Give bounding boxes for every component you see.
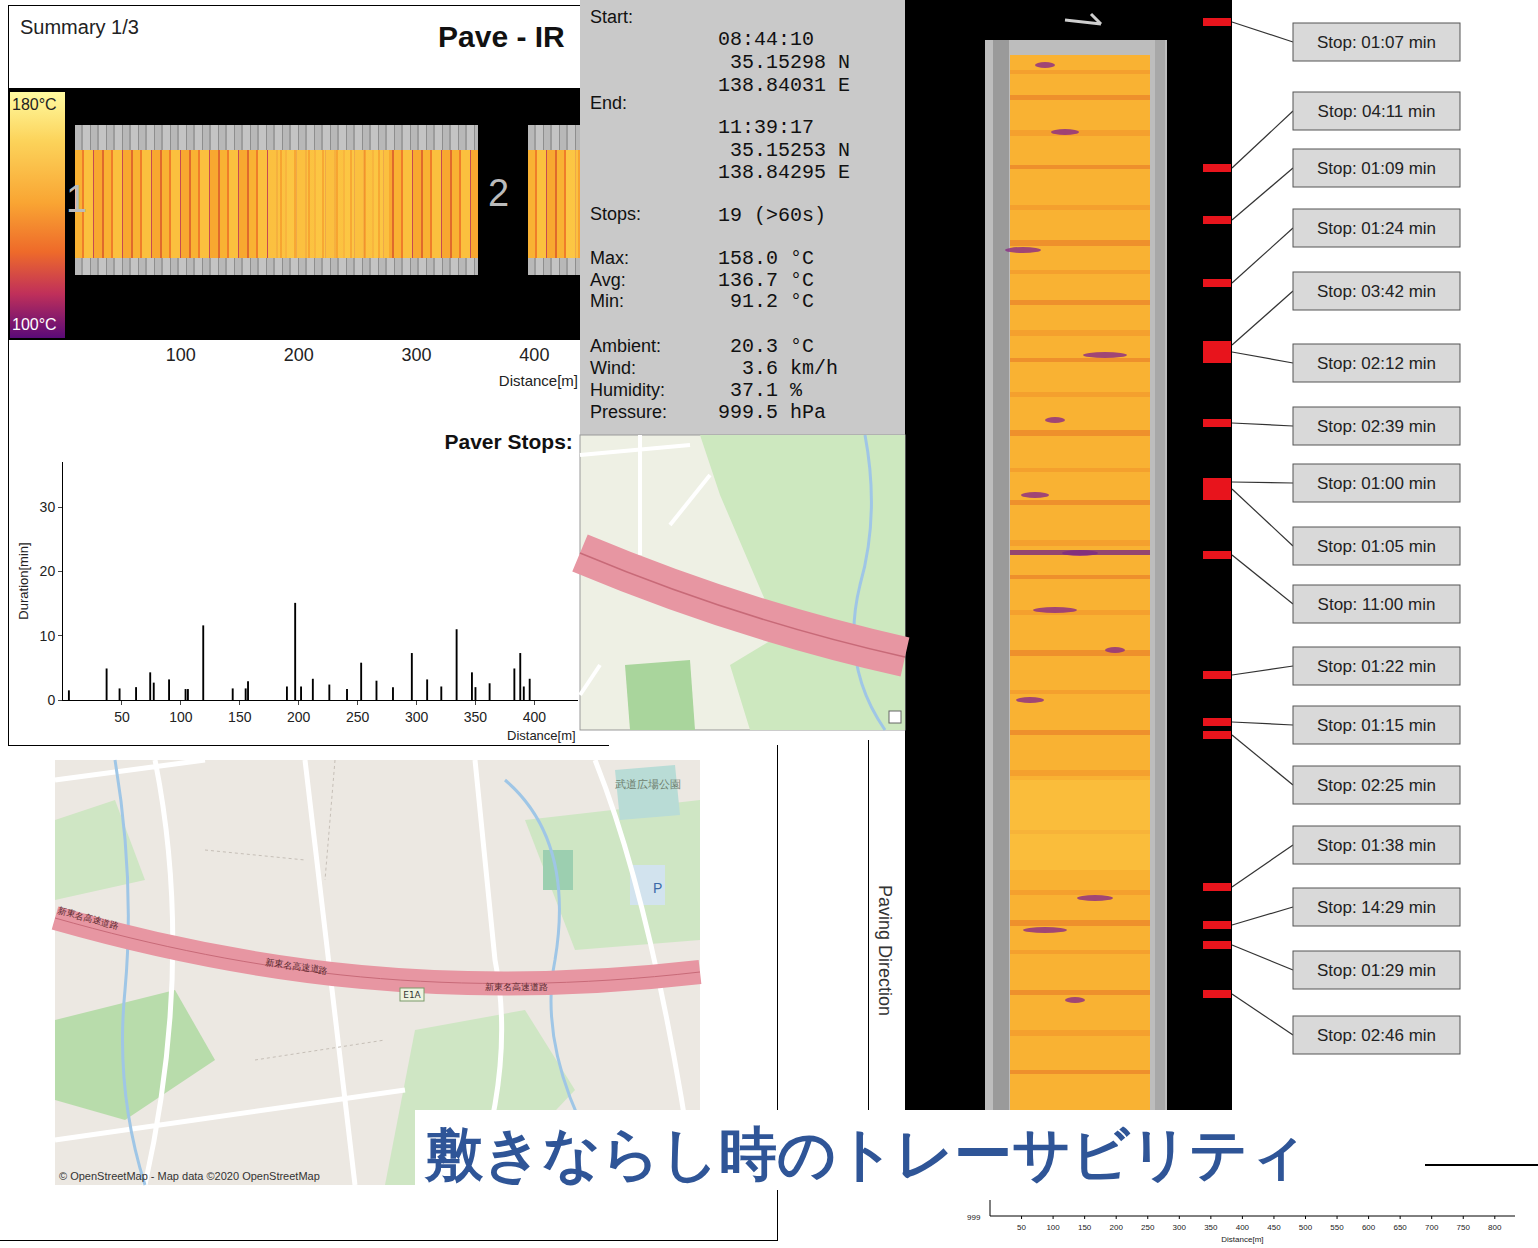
svg-text:10: 10 (40, 628, 56, 644)
html-text:91.2 °C: 91.2 °C (730, 290, 814, 313)
svg-text:Stop: 11:00 min: Stop: 11:00 min (1318, 595, 1436, 614)
html-text:20.3 °C: 20.3 °C (730, 335, 814, 358)
svg-text:30: 30 (40, 499, 56, 515)
svg-text:Distance[m]: Distance[m] (507, 728, 576, 743)
html-text:Paving Direction: Paving Direction (875, 885, 895, 1017)
html-text:999.5 hPa: 999.5 hPa (718, 401, 826, 424)
svg-text:Stop: 01:07 min: Stop: 01:07 min (1317, 33, 1436, 52)
svg-text:Stop: 02:46 min: Stop: 02:46 min (1317, 1026, 1436, 1045)
svg-text:Stop: 01:22 min: Stop: 01:22 min (1317, 657, 1436, 676)
svg-text:新東名高速道路: 新東名高速道路 (265, 957, 329, 976)
html-text:37.1 %: 37.1 % (730, 379, 802, 402)
html-text:35.15253 N: 35.15253 N (730, 139, 850, 162)
svg-text:400: 400 (523, 709, 547, 725)
svg-text:650: 650 (1393, 1223, 1407, 1232)
html-text:Stops:: Stops: (590, 204, 641, 224)
svg-text:200: 200 (287, 709, 311, 725)
svg-text:Stop: 01:38 min: Stop: 01:38 min (1317, 836, 1436, 855)
svg-text:100: 100 (169, 709, 193, 725)
html-text:Min:: Min: (590, 291, 624, 311)
svg-text:Stop: 01:29 min: Stop: 01:29 min (1317, 961, 1436, 980)
svg-text:250: 250 (1141, 1223, 1155, 1232)
svg-text:400: 400 (1236, 1223, 1250, 1232)
html-text:19 (>60s): 19 (>60s) (718, 204, 826, 227)
svg-text:Stop: 14:29 min: Stop: 14:29 min (1317, 898, 1436, 917)
svg-text:Stop: 01:15 min: Stop: 01:15 min (1317, 716, 1436, 735)
svg-text:Stop: 02:25 min: Stop: 02:25 min (1317, 776, 1436, 795)
svg-text:500: 500 (1299, 1223, 1313, 1232)
html-text:138.84031 E: 138.84031 E (718, 74, 850, 97)
html-text:Pressure:: Pressure: (590, 402, 667, 422)
svg-text:750: 750 (1457, 1223, 1471, 1232)
svg-text:50: 50 (1017, 1223, 1026, 1232)
html-text:300: 300 (401, 345, 432, 365)
svg-text:350: 350 (1204, 1223, 1218, 1232)
html-text:100: 100 (165, 345, 196, 365)
html-text:Summary 1/3: Summary 1/3 (20, 16, 139, 38)
html-text:11:39:17: 11:39:17 (718, 116, 814, 139)
html-text:End:: End: (590, 93, 627, 113)
html-text:Pave - IR: Pave - IR (438, 20, 565, 53)
html-text:400: 400 (519, 345, 550, 365)
svg-text:150: 150 (228, 709, 252, 725)
html-text:Distance[m]: Distance[m] (498, 372, 578, 389)
svg-text:150: 150 (1078, 1223, 1092, 1232)
svg-text:Stop: 02:39 min: Stop: 02:39 min (1317, 417, 1436, 436)
svg-text:250: 250 (346, 709, 370, 725)
svg-text:Paver Stops:: Paver Stops: (444, 430, 572, 453)
svg-text:200: 200 (1110, 1223, 1124, 1232)
html-text:Start:: Start: (590, 7, 633, 27)
html-text:200: 200 (283, 345, 314, 365)
html-text:158.0 °C: 158.0 °C (718, 247, 814, 270)
svg-text:Stop: 01:24 min: Stop: 01:24 min (1317, 219, 1436, 238)
svg-text:800: 800 (1488, 1223, 1502, 1232)
html-text:136.7 °C: 136.7 °C (718, 268, 814, 292)
svg-text:0: 0 (47, 692, 55, 708)
html-text:Max:: Max: (590, 248, 629, 268)
svg-text:Distance[m]: Distance[m] (1221, 1235, 1263, 1244)
html-text:2: 2 (488, 172, 510, 214)
svg-text:100: 100 (1046, 1223, 1060, 1232)
html-text:138.84295 E: 138.84295 E (718, 161, 850, 184)
svg-text:新東名高速道路: 新東名高速道路 (56, 905, 119, 931)
html-text:3.6 km/h: 3.6 km/h (742, 357, 838, 380)
html-text:Wind:: Wind: (590, 358, 636, 378)
svg-text:300: 300 (405, 709, 429, 725)
svg-text:Stop: 03:42 min: Stop: 03:42 min (1317, 282, 1436, 301)
svg-text:Duration[min]: Duration[min] (16, 542, 31, 619)
html-text:08:44:10: 08:44:10 (718, 28, 814, 51)
svg-text:300: 300 (1173, 1223, 1187, 1232)
svg-text:700: 700 (1425, 1223, 1439, 1232)
svg-text:50: 50 (114, 709, 130, 725)
svg-text:E1A: E1A (403, 990, 421, 1000)
html-text:Ambient:: Ambient: (590, 336, 661, 356)
html-text:35.15298 N: 35.15298 N (730, 51, 850, 74)
svg-text:© OpenStreetMap - Map data ©20: © OpenStreetMap - Map data ©2020 OpenStr… (59, 1170, 320, 1182)
html-text:100°C: 100°C (12, 316, 57, 333)
svg-text:武道広場公園: 武道広場公園 (615, 778, 681, 791)
svg-text:600: 600 (1362, 1223, 1376, 1232)
html-text:Avg:: Avg: (590, 269, 626, 290)
svg-text:350: 350 (464, 709, 488, 725)
svg-text:Stop: 01:09 min: Stop: 01:09 min (1317, 159, 1436, 178)
svg-text:Stop: 01:00 min: Stop: 01:00 min (1317, 474, 1436, 493)
svg-text:P: P (653, 880, 662, 896)
html-text:Humidity:: Humidity: (590, 380, 665, 400)
svg-text:550: 550 (1330, 1223, 1344, 1232)
html-text:敷きならし時のトレーサビリティ: 敷きならし時のトレーサビリティ (425, 1120, 1307, 1188)
svg-text:450: 450 (1267, 1223, 1281, 1232)
svg-text:20: 20 (40, 563, 56, 579)
html-text:1: 1 (66, 178, 88, 220)
svg-text:999: 999 (967, 1213, 981, 1222)
svg-text:Stop: 02:12 min: Stop: 02:12 min (1317, 354, 1436, 373)
svg-text:Stop: 04:11 min: Stop: 04:11 min (1318, 102, 1436, 121)
svg-text:新東名高速道路: 新東名高速道路 (485, 982, 548, 992)
html-text:180°C: 180°C (12, 96, 57, 113)
svg-text:Stop: 01:05 min: Stop: 01:05 min (1317, 537, 1436, 556)
